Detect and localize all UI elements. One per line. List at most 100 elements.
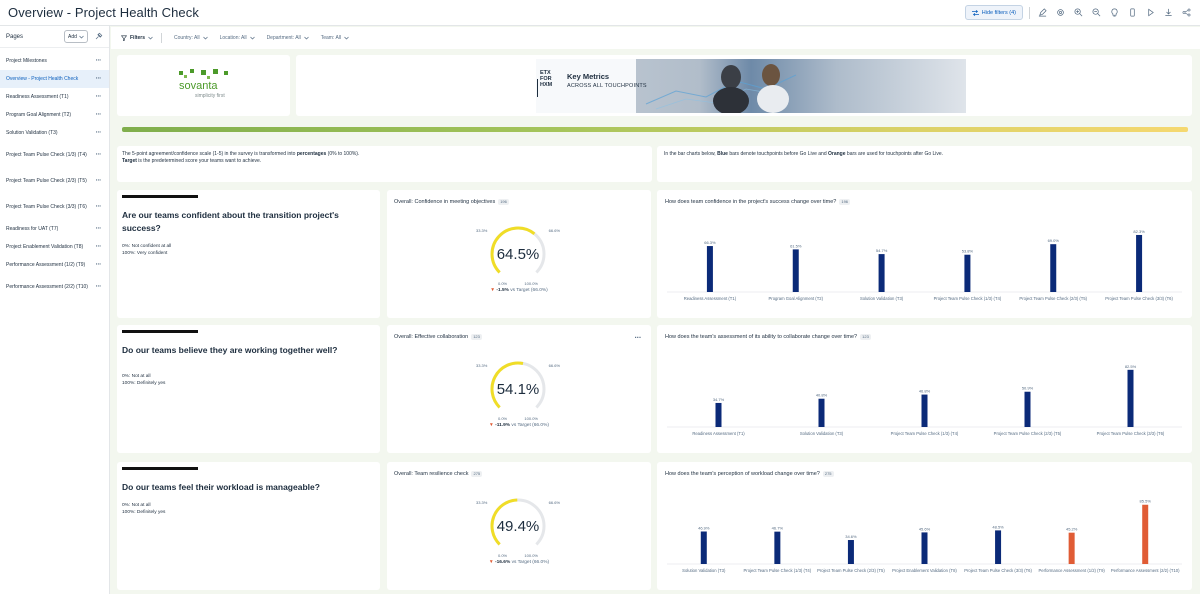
- note-bold: percentages: [296, 151, 327, 157]
- gauge-title: Overall: Effective collaboration 123: [394, 334, 482, 340]
- banner-card: ETX FOR HXM Key Metrics ACROSS ALL TOUCH…: [296, 55, 1192, 116]
- sidebar-item[interactable]: Project Team Pulse Check (1/3) (T4) ···: [0, 142, 109, 168]
- filters-button[interactable]: Filters: [121, 35, 153, 41]
- more-options-icon[interactable]: ···: [95, 111, 102, 119]
- sidebar-item[interactable]: Readiness for UAT (T7) ···: [0, 220, 109, 238]
- filter-bar: Filters Country: All Location: All Depar…: [111, 27, 1200, 49]
- bar[interactable]: [1068, 532, 1075, 564]
- sidebar-item[interactable]: Project Team Pulse Check (2/3) (T5) ···: [0, 168, 109, 194]
- category-label: Project Team Pulse Check (3/3) (T6): [1097, 431, 1165, 436]
- sidebar-item-label: Performance Assessment (2/2) (T10): [6, 283, 88, 290]
- bar[interactable]: [995, 530, 1002, 564]
- bar[interactable]: [847, 540, 854, 564]
- gauge-delta: ▼ -1.5% vs Target (66.0%): [387, 288, 651, 293]
- more-options-icon[interactable]: ···: [95, 203, 102, 211]
- share-icon[interactable]: [1180, 7, 1192, 19]
- pin-icon[interactable]: [95, 32, 103, 40]
- sidebar-item-label: Project Team Pulse Check (3/3) (T6): [6, 203, 87, 210]
- filter-location-label: Location: All: [219, 35, 247, 41]
- bar-chart-card: How does the team's perception of worklo…: [657, 462, 1192, 590]
- note-text: is the predetermined score your teams wa…: [136, 158, 262, 164]
- filter-department[interactable]: Department: All: [267, 35, 309, 41]
- bar[interactable]: [818, 398, 825, 427]
- sidebar-item[interactable]: Performance Assessment (1/2) (T9) ···: [0, 256, 109, 274]
- bulb-icon[interactable]: [1108, 7, 1120, 19]
- more-options-icon[interactable]: ···: [95, 177, 102, 185]
- add-page-button[interactable]: Add: [64, 30, 88, 43]
- bar[interactable]: [921, 394, 928, 427]
- settings-icon[interactable]: [1054, 7, 1066, 19]
- bar[interactable]: [792, 249, 799, 292]
- category-label: Readiness Assessment (T1): [684, 296, 737, 301]
- bar[interactable]: [774, 531, 781, 564]
- gauge-value-arc: [490, 361, 524, 409]
- bar-chart: 66.3% Readiness Assessment (T1) 61.5% Progr…: [667, 229, 1182, 301]
- bar[interactable]: [1136, 234, 1143, 292]
- gauge-title: Overall: Confidence in meeting objective…: [394, 199, 509, 205]
- bar-value-label: 34.6%: [845, 534, 857, 539]
- bar-chart-card: How does the team's assessment of its ab…: [657, 325, 1192, 453]
- bar[interactable]: [878, 254, 885, 292]
- category-label: Project Team Pulse Check (1/3) (T4): [744, 568, 812, 573]
- sidebar-item[interactable]: Readiness Assessment (T1) ···: [0, 88, 109, 106]
- note-text: In the bar charts below,: [664, 151, 718, 157]
- hide-filters-label: Hide filters (4): [981, 9, 1016, 16]
- sidebar-item[interactable]: Performance Assessment (2/2) (T10) ···: [0, 274, 109, 300]
- sidebar-item[interactable]: Overview - Project Health Check ···: [0, 70, 109, 88]
- sidebar-item[interactable]: Project Milestones ···: [0, 52, 109, 70]
- more-options-icon[interactable]: ···: [95, 75, 102, 83]
- zoom-in-icon[interactable]: [1072, 7, 1084, 19]
- sidebar-item[interactable]: Program Goal Alignment (T2) ···: [0, 106, 109, 124]
- scale-low: 0%: Not at all: [122, 503, 151, 508]
- gauge-tick-label: 100.0%: [524, 281, 538, 286]
- bar-chart: 34.7% Readiness Assessment (T1) 40.8% Solut…: [667, 364, 1182, 436]
- response-count-badge: 275: [471, 471, 483, 477]
- hide-filters-button[interactable]: Hide filters (4): [964, 5, 1023, 20]
- bar-value-label: 53.8%: [962, 249, 974, 254]
- more-options-icon[interactable]: ···: [95, 129, 102, 137]
- sidebar-item[interactable]: Project Team Pulse Check (3/3) (T6) ···: [0, 194, 109, 220]
- category-label: Project Team Pulse Check (3/3) (T6): [1105, 296, 1173, 301]
- sidebar-item[interactable]: Solution Validation (T3) ···: [0, 124, 109, 142]
- bar[interactable]: [706, 246, 713, 292]
- more-options-icon[interactable]: ···: [95, 261, 102, 269]
- bar[interactable]: [1024, 391, 1031, 427]
- bar[interactable]: [921, 532, 928, 564]
- bar[interactable]: [964, 254, 971, 292]
- zoom-out-icon[interactable]: [1090, 7, 1102, 19]
- download-icon[interactable]: [1162, 7, 1174, 19]
- filter-team[interactable]: Team: All: [321, 35, 349, 41]
- bar-value-label: 61.5%: [790, 243, 802, 248]
- mobile-icon[interactable]: [1126, 7, 1138, 19]
- more-options-icon[interactable]: ···: [95, 283, 102, 291]
- bar[interactable]: [1142, 504, 1149, 564]
- sidebar-item[interactable]: Project Enablement Validation (T8) ···: [0, 238, 109, 256]
- gauge-tick-label: 100.0%: [524, 416, 538, 421]
- more-options-icon[interactable]: ···: [634, 333, 642, 342]
- bar-value-label: 46.9%: [698, 525, 710, 530]
- bar[interactable]: [1127, 369, 1134, 427]
- more-options-icon[interactable]: ···: [95, 151, 102, 159]
- question-accent-bar: [122, 467, 198, 470]
- gauge-tick-label: 33.3%: [476, 363, 488, 368]
- play-icon[interactable]: [1144, 7, 1156, 19]
- filter-location[interactable]: Location: All: [220, 35, 255, 41]
- category-label: Project Team Pulse Check (2/3) (T5): [1019, 296, 1087, 301]
- more-options-icon[interactable]: ···: [95, 243, 102, 251]
- category-label: Project Team Pulse Check (1/3) (T4): [891, 431, 959, 436]
- scale-low: 0%: Not confident at all: [122, 244, 172, 249]
- app-header: Overview - Project Health Check Hide fil…: [0, 0, 1200, 26]
- gauge-value-arc: [490, 226, 536, 274]
- bar[interactable]: [700, 531, 707, 564]
- down-arrow-icon: ▼: [490, 288, 495, 293]
- more-options-icon[interactable]: ···: [95, 225, 102, 233]
- more-options-icon[interactable]: ···: [95, 93, 102, 101]
- more-options-icon[interactable]: ···: [95, 57, 102, 65]
- add-page-label: Add: [68, 33, 77, 40]
- banner-tag-line-1: ETX: [540, 70, 551, 76]
- bar[interactable]: [715, 402, 722, 427]
- gauge-value-arc: [490, 498, 518, 546]
- bar[interactable]: [1050, 244, 1057, 292]
- filter-country[interactable]: Country: All: [174, 35, 208, 41]
- edit-icon[interactable]: [1036, 7, 1048, 19]
